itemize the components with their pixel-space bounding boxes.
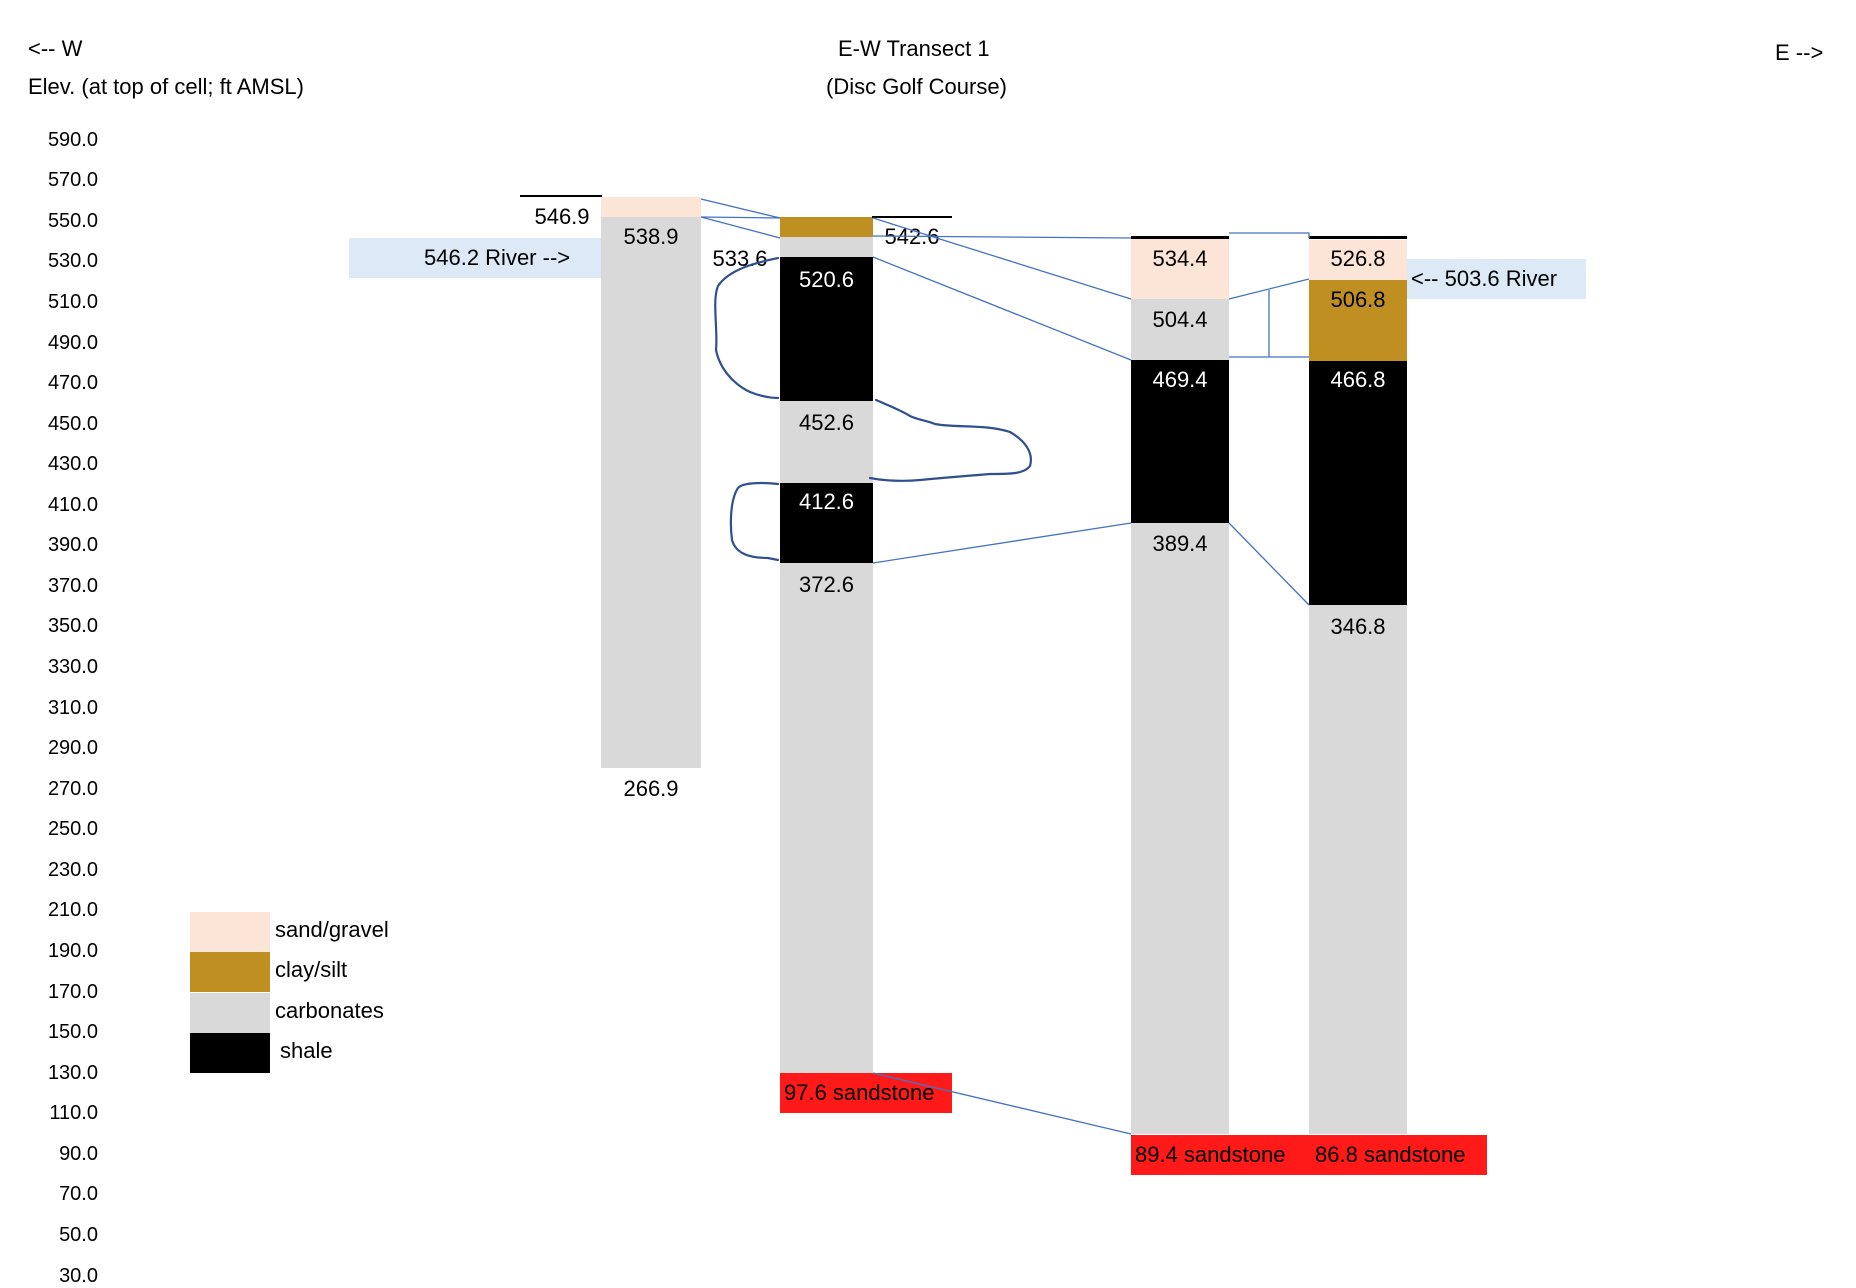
well-3-label: 504.4 (1152, 307, 1208, 332)
well-3-surface-line (1131, 236, 1229, 239)
tie-line (1228, 278, 1310, 300)
y-tick: 90.0 (59, 1143, 98, 1165)
y-tick: 210.0 (47, 899, 98, 921)
y-tick: 530.0 (47, 250, 98, 272)
well-1-sand-gravel-layer (601, 197, 701, 217)
east-direction-label: E --> (1775, 40, 1824, 65)
y-tick: 390.0 (47, 534, 98, 556)
west-direction-label: <-- W (28, 36, 83, 61)
well-2-sandstone-box: 97.6 sandstone (780, 1073, 952, 1113)
y-tick: 470.0 (47, 372, 98, 394)
legend-swatch-shale (190, 1033, 270, 1073)
well-2-shale-layer (780, 483, 873, 563)
y-tick: 550.0 (47, 210, 98, 232)
well-2-carbonates-layer (780, 237, 873, 257)
hand-drawn-curve (868, 398, 1032, 482)
legend-swatch-clay-silt (190, 952, 270, 992)
well-4-river-marker: <-- 503.6 River (1407, 259, 1586, 299)
well-1-surface-value: 546.9 (534, 204, 590, 229)
well-3-carbonates-layer (1131, 523, 1229, 1134)
well-1-surface-line (520, 195, 602, 197)
tie-line (872, 1072, 1132, 1135)
well-3-label: 469.4 (1152, 367, 1208, 392)
well-4-surface-line (1309, 236, 1407, 239)
well-2-carbonates-layer (780, 401, 873, 483)
well-2-label: 452.6 (798, 410, 855, 435)
tie-line (1229, 232, 1310, 238)
diagram-title: E-W Transect 1 (838, 36, 990, 61)
well-2-shale-layer (780, 257, 873, 401)
tie-line (700, 216, 781, 239)
well-4-label: 346.8 (1330, 614, 1386, 639)
y-tick: 330.0 (47, 656, 98, 678)
tie-line (700, 198, 781, 219)
y-tick: 310.0 (47, 697, 98, 719)
legend-swatch-carbonates (190, 993, 270, 1033)
hand-drawn-curve (714, 256, 780, 400)
diagram-subtitle: (Disc Golf Course) (826, 74, 1007, 99)
y-tick: 430.0 (47, 453, 98, 475)
well-4-sand-gravel-layer (1309, 240, 1407, 280)
y-tick: 250.0 (47, 818, 98, 840)
well-2-clay-silt-layer (780, 217, 873, 237)
tie-line (1228, 522, 1310, 606)
y-tick: 570.0 (47, 169, 98, 191)
well-3-sand-gravel-layer (1131, 238, 1229, 299)
y-tick: 510.0 (47, 291, 98, 313)
y-tick: 350.0 (47, 615, 98, 637)
legend-label: clay/silt (275, 957, 348, 982)
y-tick: 370.0 (47, 575, 98, 597)
well-4-label: 466.8 (1330, 367, 1386, 392)
legend-label: shale (280, 1038, 333, 1063)
tie-line (872, 217, 1132, 300)
well-3-carbonates-layer (1131, 299, 1229, 360)
well-2-carbonates-layer (780, 563, 873, 1073)
y-tick: 230.0 (47, 859, 98, 881)
well-1-label: 266.9 (623, 776, 679, 801)
well-2-label: 520.6 (798, 267, 855, 292)
well-2-surface-line (872, 216, 952, 218)
well-3-shale-layer (1131, 360, 1229, 523)
well-4-sandstone-box: 86.8 sandstone (1311, 1135, 1487, 1175)
well-2-label: 533.6 (712, 246, 768, 271)
well-3-label: 534.4 (1152, 246, 1208, 271)
well-4-clay-silt-layer (1309, 280, 1407, 361)
well-4-carbonates-layer (1309, 605, 1407, 1134)
well-4-label: 506.8 (1330, 287, 1386, 312)
elevation-axis-label: Elev. (at top of cell; ft AMSL) (28, 74, 304, 99)
well-3-sandstone-box: 89.4 sandstone (1131, 1135, 1311, 1175)
well-2-label: 412.6 (798, 489, 855, 514)
legend-label: sand/gravel (275, 917, 389, 942)
well-1-carbonates-layer (601, 217, 701, 768)
y-tick: 130.0 (47, 1062, 98, 1084)
legend-swatch-sand-gravel (190, 912, 270, 952)
y-tick: 490.0 (47, 332, 98, 354)
y-tick: 150.0 (47, 1021, 98, 1043)
tie-line (872, 522, 1132, 564)
y-tick: 450.0 (47, 413, 98, 435)
legend-label: carbonates (275, 998, 384, 1023)
y-tick: 30.0 (59, 1265, 98, 1287)
y-tick: 290.0 (47, 737, 98, 759)
y-tick: 270.0 (47, 778, 98, 800)
y-tick: 70.0 (59, 1183, 98, 1205)
hand-drawn-curve (729, 481, 780, 562)
y-tick: 50.0 (59, 1224, 98, 1246)
y-tick: 190.0 (47, 940, 98, 962)
y-tick: 410.0 (47, 494, 98, 516)
well-4-label: 526.8 (1330, 246, 1386, 271)
tie-line (872, 235, 1132, 239)
y-tick: 110.0 (49, 1102, 98, 1124)
tie-line (700, 216, 781, 219)
well-1-river-marker: 546.2 River --> (349, 238, 601, 278)
well-1-label: 538.9 (623, 224, 679, 249)
y-tick: 170.0 (47, 981, 98, 1003)
well-2-label: 372.6 (798, 572, 855, 597)
well-4-shale-layer (1309, 361, 1407, 605)
y-tick: 590.0 (47, 129, 98, 151)
well-3-label: 389.4 (1152, 531, 1208, 556)
tie-line (872, 256, 1132, 361)
